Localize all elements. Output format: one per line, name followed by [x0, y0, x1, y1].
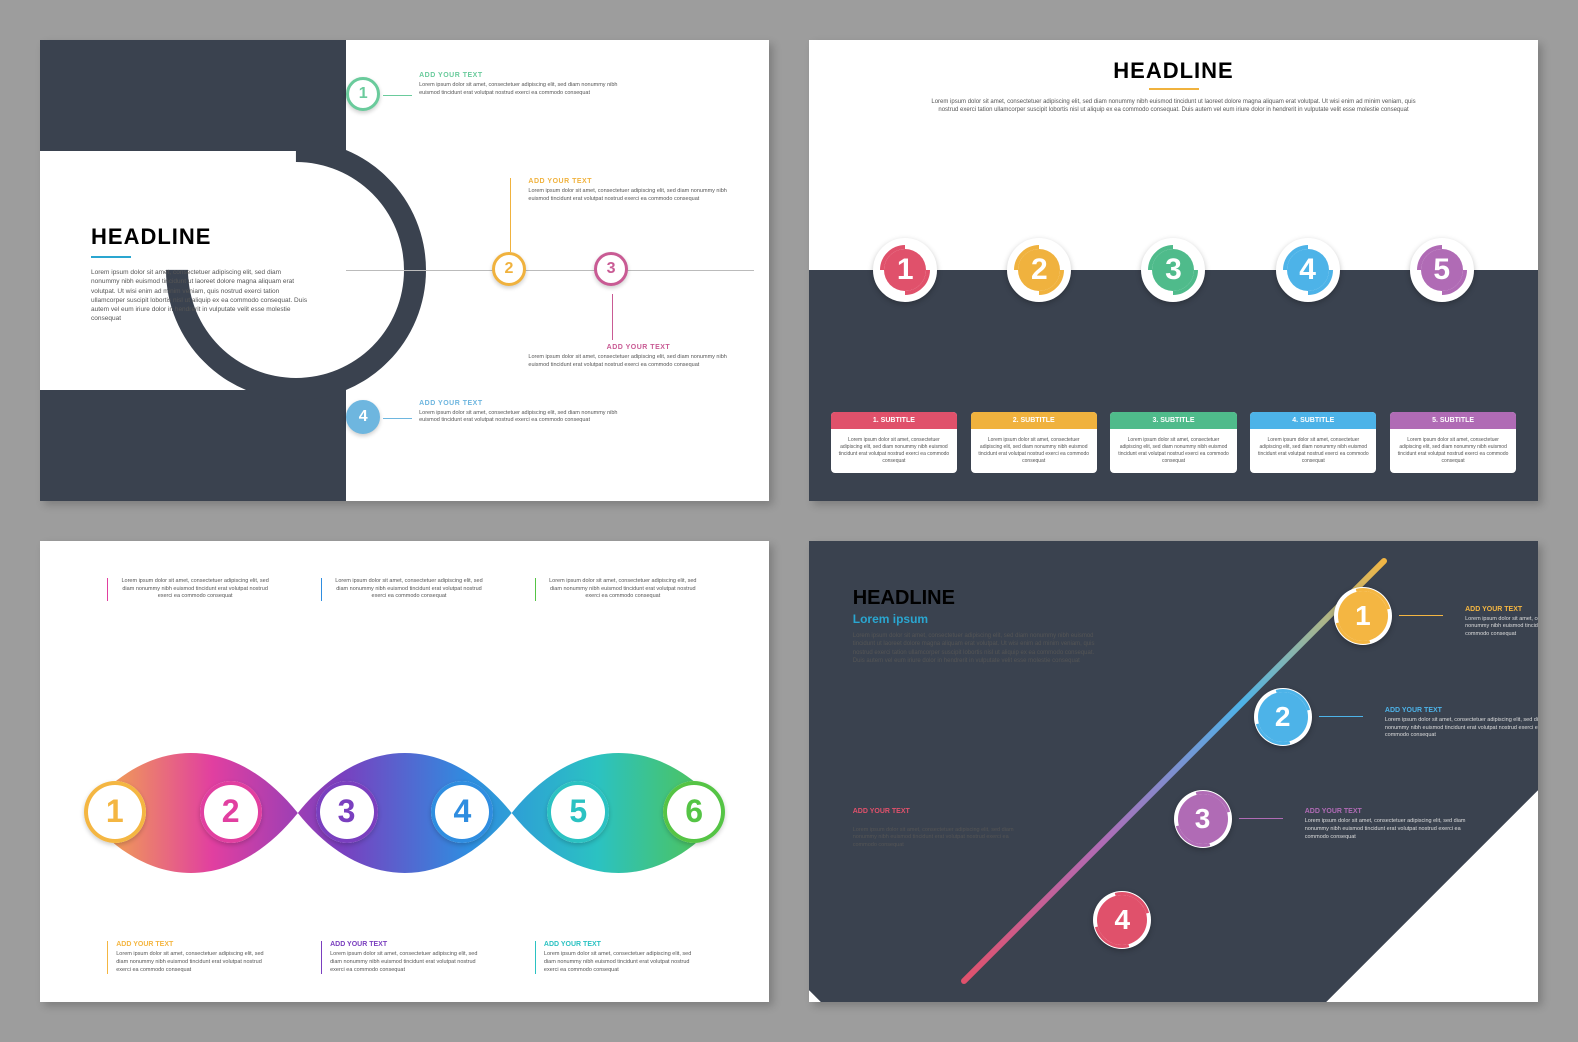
intro-text: Lorem ipsum dolor sit amet, consectetuer… — [853, 632, 1101, 666]
step-4: 4 — [431, 781, 493, 843]
badge-4: 4 — [1276, 238, 1340, 302]
headline: HEADLINE — [91, 224, 310, 250]
addtext-left: ADD YOUR TEXT — [853, 808, 910, 815]
card-4: 4. SUBTITLE Lorem ipsum dolor sit amet, … — [1250, 412, 1376, 473]
card-row: 1. SUBTITLE Lorem ipsum dolor sit amet, … — [809, 412, 1538, 473]
node-1: 1 — [1334, 587, 1392, 645]
header: HEADLINE Lorem ipsum dolor sit amet, con… — [809, 40, 1538, 115]
leader — [1399, 615, 1443, 616]
node-3-text: ADD YOUR TEXT Lorem ipsum dolor sit amet… — [1305, 808, 1485, 841]
card-body: Lorem ipsum dolor sit amet, consectetuer… — [1390, 429, 1516, 473]
bottom-callouts: ADD YOUR TEXT Lorem ipsum dolor sit amet… — [84, 941, 726, 974]
step-3-text: ADD YOUR TEXT Lorem ipsum dolor sit amet… — [528, 344, 748, 369]
top-callout-2: Lorem ipsum dolor sit amet, consectetuer… — [321, 578, 488, 601]
card-body: Lorem ipsum dolor sit amet, consectetuer… — [1110, 429, 1236, 473]
node-3: 3 — [1174, 790, 1232, 848]
badge-row: 1 2 3 4 5 — [809, 238, 1538, 302]
card-body: Lorem ipsum dolor sit amet, consectetuer… — [831, 429, 957, 473]
bottom-callout-3: ADD YOUR TEXT Lorem ipsum dolor sit amet… — [535, 941, 702, 974]
leader — [1239, 818, 1283, 819]
step-3: 3 — [316, 781, 378, 843]
number-row: 123456 — [84, 781, 726, 843]
top-callouts: Lorem ipsum dolor sit amet, consectetuer… — [84, 578, 726, 601]
step-1: 1 — [84, 781, 146, 843]
step-1: 1 — [346, 77, 380, 111]
leader — [510, 178, 511, 252]
step-3-badge: 3 — [594, 252, 628, 286]
card-body: Lorem ipsum dolor sit amet, consectetuer… — [971, 429, 1097, 473]
step-6: 6 — [663, 781, 725, 843]
step-2: 2 — [492, 252, 526, 286]
leader — [383, 418, 412, 419]
node-2-text: ADD YOUR TEXT Lorem ipsum dolor sit amet… — [1385, 707, 1538, 740]
dark-band-bottom — [40, 390, 346, 501]
card-header: 4. SUBTITLE — [1250, 412, 1376, 429]
headline: HEADLINE — [809, 58, 1538, 84]
card-header: 5. SUBTITLE — [1390, 412, 1516, 429]
badge-1: 1 — [873, 238, 937, 302]
step-3: 3 — [594, 252, 628, 286]
top-callout-3: Lorem ipsum dolor sit amet, consectetuer… — [535, 578, 702, 601]
leader — [612, 294, 613, 340]
step-4: 4 — [346, 400, 380, 434]
card-body: Lorem ipsum dolor sit amet, consectetuer… — [1250, 429, 1376, 473]
dark-band-top — [40, 40, 346, 151]
card-1: 1. SUBTITLE Lorem ipsum dolor sit amet, … — [831, 412, 957, 473]
step-5: 5 — [547, 781, 609, 843]
intro-text: Lorem ipsum dolor sit amet, consectetuer… — [926, 98, 1422, 115]
subtitle: Lorem ipsum — [853, 612, 1101, 626]
step-2-badge: 2 — [492, 252, 526, 286]
headline-block: HEADLINE Lorem ipsum Lorem ipsum dolor s… — [853, 587, 1101, 666]
headline-underline — [91, 256, 131, 258]
headline-block: HEADLINE Lorem ipsum dolor sit amet, con… — [91, 224, 310, 323]
node-4: 4 — [1093, 891, 1151, 949]
badge-2: 2 — [1007, 238, 1071, 302]
step-4-badge: 4 — [346, 400, 380, 434]
card-3: 3. SUBTITLE Lorem ipsum dolor sit amet, … — [1110, 412, 1236, 473]
slide-3: 123456 Lorem ipsum dolor sit amet, conse… — [40, 541, 769, 1002]
node-1-text: ADD YOUR TEXT Lorem ipsum dolor sit amet… — [1465, 606, 1538, 639]
bottom-callout-2: ADD YOUR TEXT Lorem ipsum dolor sit amet… — [321, 941, 488, 974]
card-header: 3. SUBTITLE — [1110, 412, 1236, 429]
leader — [1319, 716, 1363, 717]
card-5: 5. SUBTITLE Lorem ipsum dolor sit amet, … — [1390, 412, 1516, 473]
slide-4: HEADLINE Lorem ipsum Lorem ipsum dolor s… — [809, 541, 1538, 1002]
step-4-text: ADD YOUR TEXT Lorem ipsum dolor sit amet… — [419, 400, 639, 425]
text-left: Lorem ipsum dolor sit amet, consectetuer… — [853, 827, 1033, 850]
badge-5: 5 — [1410, 238, 1474, 302]
card-2: 2. SUBTITLE Lorem ipsum dolor sit amet, … — [971, 412, 1097, 473]
timeline-line — [346, 270, 754, 271]
node-2: 2 — [1254, 688, 1312, 746]
step-2-text: ADD YOUR TEXT Lorem ipsum dolor sit amet… — [528, 178, 748, 203]
top-callout-1: Lorem ipsum dolor sit amet, consectetuer… — [107, 578, 274, 601]
badge-3: 3 — [1141, 238, 1205, 302]
card-header: 1. SUBTITLE — [831, 412, 957, 429]
slide-1: HEADLINE Lorem ipsum dolor sit amet, con… — [40, 40, 769, 501]
step-1-text: ADD YOUR TEXT Lorem ipsum dolor sit amet… — [419, 72, 639, 97]
headline-rule — [1149, 88, 1199, 90]
card-header: 2. SUBTITLE — [971, 412, 1097, 429]
bottom-callout-1: ADD YOUR TEXT Lorem ipsum dolor sit amet… — [107, 941, 274, 974]
headline-body: Lorem ipsum dolor sit amet, consectetuer… — [91, 268, 310, 323]
headline: HEADLINE — [853, 587, 1101, 610]
step-1-badge: 1 — [346, 77, 380, 111]
step-2: 2 — [200, 781, 262, 843]
leader — [383, 95, 412, 96]
slide-2: HEADLINE Lorem ipsum dolor sit amet, con… — [809, 40, 1538, 501]
